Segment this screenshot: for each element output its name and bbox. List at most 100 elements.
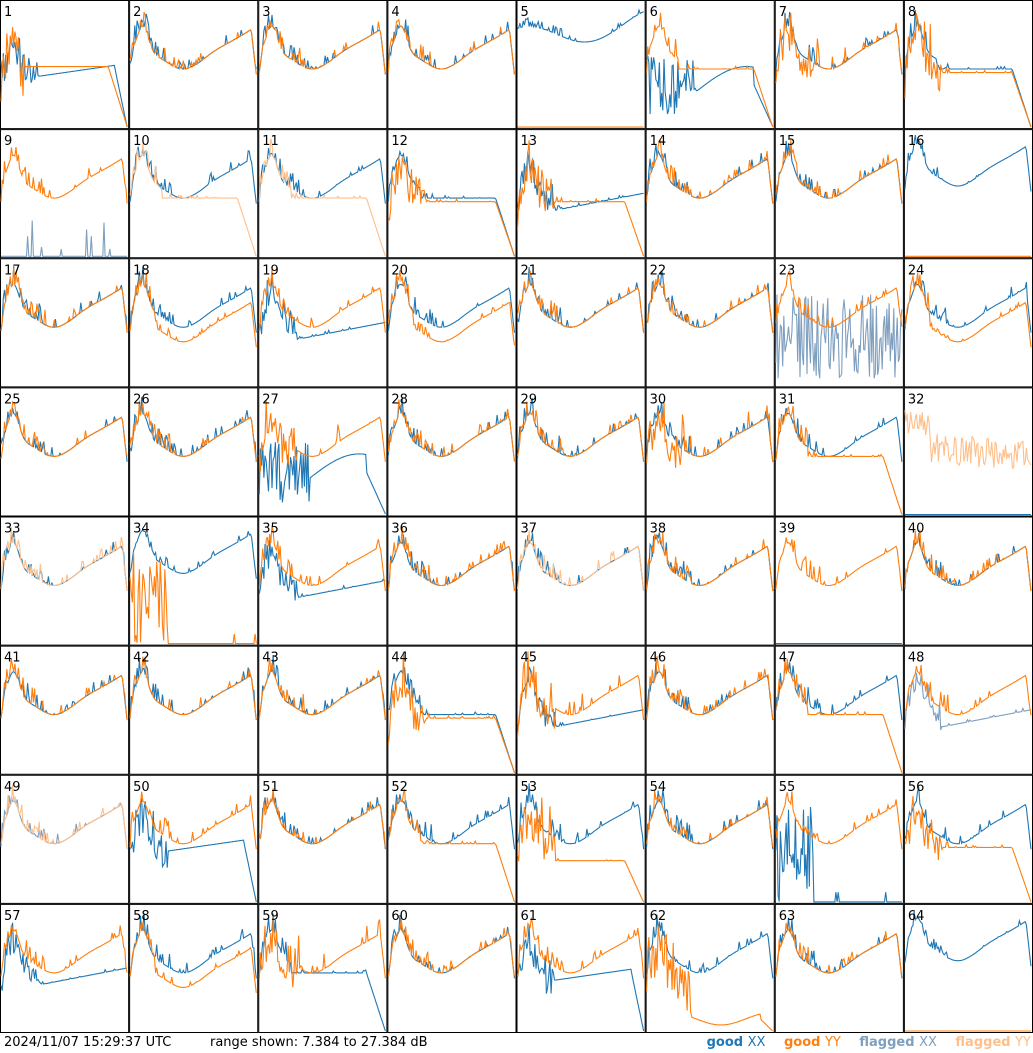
panel-frame [645, 258, 775, 388]
panel-32: 32 [903, 387, 1033, 517]
panel-label: 47 [779, 651, 796, 666]
panel-55: 55 [774, 774, 904, 904]
panel-label: 22 [650, 263, 667, 278]
series-yy-10 [129, 143, 257, 257]
series-yy-55 [775, 791, 903, 850]
panel-frame [258, 0, 388, 130]
panel-frame [387, 645, 517, 775]
panel-2: 2 [129, 0, 259, 130]
panel-frame [645, 0, 775, 130]
panel-label: 12 [391, 134, 408, 149]
panel-31: 31 [774, 387, 904, 517]
series-yy-18 [129, 272, 257, 348]
panel-21: 21 [516, 258, 646, 388]
series-xx-55 [775, 806, 902, 903]
series-yy-23 [775, 269, 903, 328]
panel-19: 19 [258, 258, 388, 388]
panel-label: 39 [779, 522, 796, 537]
panel-35: 35 [258, 516, 388, 646]
panel-label: 8 [908, 5, 916, 20]
series-yy-45 [516, 651, 645, 738]
series-yy-63 [775, 922, 903, 979]
panel-50: 50 [129, 774, 259, 904]
panel-4: 4 [387, 0, 517, 130]
panel-49: 49 [0, 774, 130, 904]
series-yy-13 [516, 140, 645, 257]
panel-label: 59 [262, 909, 279, 924]
panel-25: 25 [0, 387, 130, 517]
panel-label: 27 [262, 392, 279, 407]
series-yy-20 [387, 270, 516, 346]
series-yy-2 [129, 11, 257, 75]
series-xx-56 [904, 786, 1032, 850]
panel-label: 38 [650, 522, 667, 537]
panel-47: 47 [774, 645, 904, 775]
panel-frame [387, 0, 517, 130]
series-xx-57 [0, 922, 128, 991]
series-yy-26 [129, 400, 257, 462]
series-yy-11 [258, 138, 386, 257]
panel-41: 41 [0, 645, 130, 775]
series-yy-7 [775, 13, 903, 84]
panel-frame [129, 129, 259, 259]
panel-frame [258, 258, 388, 388]
series-xx-19 [258, 277, 386, 341]
series-yy-61 [516, 917, 645, 979]
panel-46: 46 [645, 645, 775, 775]
panel-label: 10 [133, 134, 150, 149]
panel-label: 57 [4, 909, 21, 924]
panel-38: 38 [645, 516, 775, 646]
panel-58: 58 [129, 903, 259, 1033]
panel-frame [516, 129, 646, 259]
series-yy-19 [258, 269, 386, 333]
series-yy-53 [516, 797, 645, 903]
series-xx-11 [258, 148, 386, 204]
panel-frame [516, 387, 646, 517]
panel-11: 11 [258, 129, 388, 259]
panel-frame [774, 0, 904, 130]
panel-3: 3 [258, 0, 388, 130]
panel-52: 52 [387, 774, 517, 904]
panel-label: 40 [908, 522, 925, 537]
series-yy-34 [129, 552, 257, 645]
panel-45: 45 [516, 645, 646, 775]
series-yy-31 [775, 405, 903, 515]
panel-53: 53 [516, 774, 646, 904]
series-yy-37 [516, 530, 645, 592]
panel-5: 5 [516, 0, 646, 130]
panel-label: 28 [391, 392, 408, 407]
panel-frame [258, 387, 388, 517]
panel-label: 11 [262, 134, 279, 149]
panel-label: 42 [133, 651, 150, 666]
panel-15: 15 [774, 129, 904, 259]
series-xx-9 [1, 220, 128, 257]
panel-frame [129, 645, 259, 775]
series-yy-50 [129, 791, 257, 850]
legend-good-yy: good YY [783, 1035, 841, 1050]
series-yy-32 [904, 410, 1032, 470]
series-yy-41 [0, 659, 128, 721]
panel-frame [258, 645, 388, 775]
panel-label: 3 [262, 5, 270, 20]
panel-64: 64 [903, 903, 1033, 1033]
series-xx-64 [904, 911, 1032, 967]
panel-39: 39 [774, 516, 904, 646]
panel-frame [903, 774, 1033, 904]
series-yy-25 [0, 400, 128, 460]
panel-frame [774, 516, 904, 646]
series-xx-8 [904, 9, 1032, 128]
panel-63: 63 [774, 903, 904, 1033]
panel-label: 62 [650, 909, 667, 924]
panel-label: 35 [262, 522, 279, 537]
series-yy-35 [258, 525, 386, 592]
series-yy-57 [0, 924, 128, 977]
panel-28: 28 [387, 387, 517, 517]
panel-frame [0, 516, 130, 646]
panel-frame [0, 387, 130, 517]
series-yy-49 [0, 784, 128, 850]
panel-23: 23 [774, 258, 904, 388]
panel-label: 30 [650, 392, 667, 407]
panel-label: 34 [133, 522, 150, 537]
panel-label: 43 [262, 651, 279, 666]
series-xx-26 [129, 396, 257, 462]
